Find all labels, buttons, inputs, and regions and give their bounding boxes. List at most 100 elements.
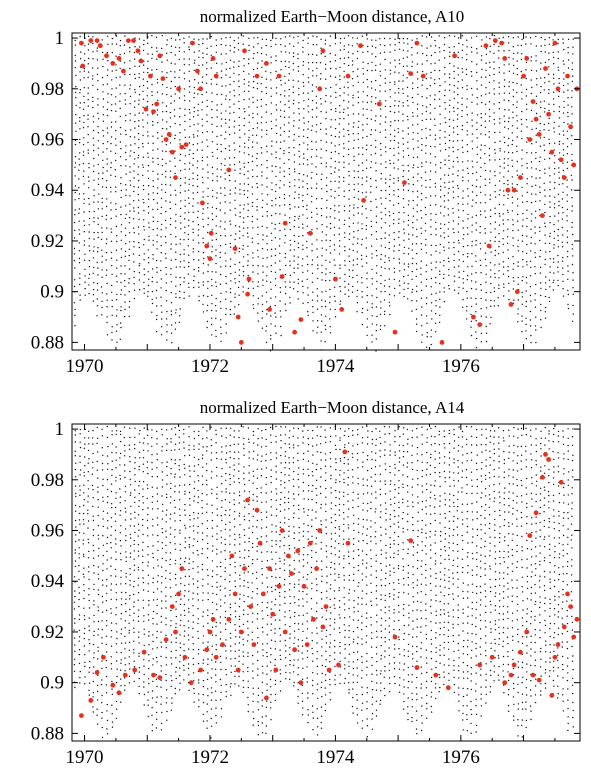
background-point	[467, 195, 469, 197]
background-point	[493, 290, 496, 293]
background-point	[534, 226, 536, 228]
background-point	[120, 576, 122, 578]
background-point	[503, 167, 505, 169]
background-point	[407, 141, 409, 143]
background-point	[430, 233, 432, 236]
background-point	[310, 156, 313, 158]
background-point	[87, 71, 90, 73]
background-point	[412, 112, 414, 114]
background-point	[120, 545, 122, 547]
background-point	[572, 38, 574, 40]
background-point	[397, 195, 400, 198]
background-point	[283, 150, 285, 152]
background-point	[129, 584, 131, 586]
background-point	[365, 148, 368, 151]
background-point	[137, 166, 140, 168]
background-point	[196, 185, 199, 188]
background-point	[465, 59, 468, 61]
background-point	[246, 196, 249, 199]
background-point	[193, 124, 195, 126]
background-point	[216, 148, 219, 151]
background-point	[566, 130, 568, 132]
background-point	[83, 224, 86, 227]
background-point	[489, 209, 492, 211]
background-point	[247, 227, 249, 229]
background-point	[411, 61, 413, 63]
background-point	[539, 122, 541, 125]
background-point	[521, 137, 523, 140]
background-point	[435, 300, 437, 302]
background-point	[362, 169, 364, 172]
background-point	[102, 129, 104, 132]
background-point	[147, 619, 150, 621]
background-point	[398, 222, 400, 224]
background-point	[279, 260, 281, 262]
background-point	[434, 322, 437, 324]
background-point	[366, 294, 368, 297]
background-point	[302, 200, 304, 202]
background-point	[553, 237, 555, 240]
background-point	[443, 287, 445, 289]
background-point	[293, 99, 295, 102]
background-point	[402, 175, 404, 178]
background-point	[188, 265, 190, 268]
background-point	[362, 61, 364, 63]
background-point	[452, 173, 454, 175]
background-point	[97, 247, 99, 249]
background-point	[79, 120, 81, 122]
background-point	[325, 111, 327, 113]
background-point	[416, 103, 419, 105]
background-point	[324, 55, 326, 58]
background-point	[180, 228, 182, 230]
background-point	[157, 99, 159, 102]
background-point	[133, 443, 136, 446]
background-point	[211, 151, 213, 154]
background-point	[79, 433, 81, 435]
background-point	[270, 72, 272, 74]
background-point	[508, 49, 510, 52]
background-point	[256, 157, 258, 160]
background-point	[265, 111, 268, 113]
background-point	[498, 86, 500, 89]
background-point	[197, 216, 199, 219]
background-point	[110, 526, 113, 528]
background-point	[434, 94, 436, 96]
background-point	[279, 187, 281, 189]
background-point	[202, 303, 204, 306]
background-point	[334, 127, 337, 130]
background-point	[83, 504, 85, 507]
background-point	[74, 618, 76, 620]
background-point	[444, 174, 446, 176]
background-point	[371, 283, 373, 285]
background-point	[512, 139, 514, 142]
background-point	[78, 570, 80, 572]
background-point	[366, 262, 368, 264]
background-point	[493, 52, 495, 54]
background-point	[307, 144, 309, 146]
background-point	[93, 179, 95, 181]
background-point	[552, 281, 554, 284]
background-point	[420, 199, 423, 201]
background-point	[143, 209, 145, 212]
background-point	[535, 95, 538, 98]
background-point	[229, 59, 232, 61]
background-point	[339, 66, 341, 69]
background-point	[193, 92, 196, 94]
background-point	[115, 96, 117, 98]
background-point	[115, 235, 118, 237]
background-point	[480, 84, 483, 86]
background-point	[288, 106, 290, 109]
background-point	[493, 123, 496, 125]
background-point	[174, 76, 176, 79]
background-point	[128, 629, 130, 632]
background-point	[106, 455, 109, 457]
background-point	[201, 101, 204, 103]
background-point	[329, 75, 332, 77]
background-point	[425, 137, 427, 139]
background-point	[110, 231, 113, 233]
background-point	[197, 229, 200, 231]
background-point	[352, 249, 354, 252]
background-point	[380, 218, 383, 220]
background-point	[78, 605, 80, 608]
background-point	[233, 313, 235, 315]
